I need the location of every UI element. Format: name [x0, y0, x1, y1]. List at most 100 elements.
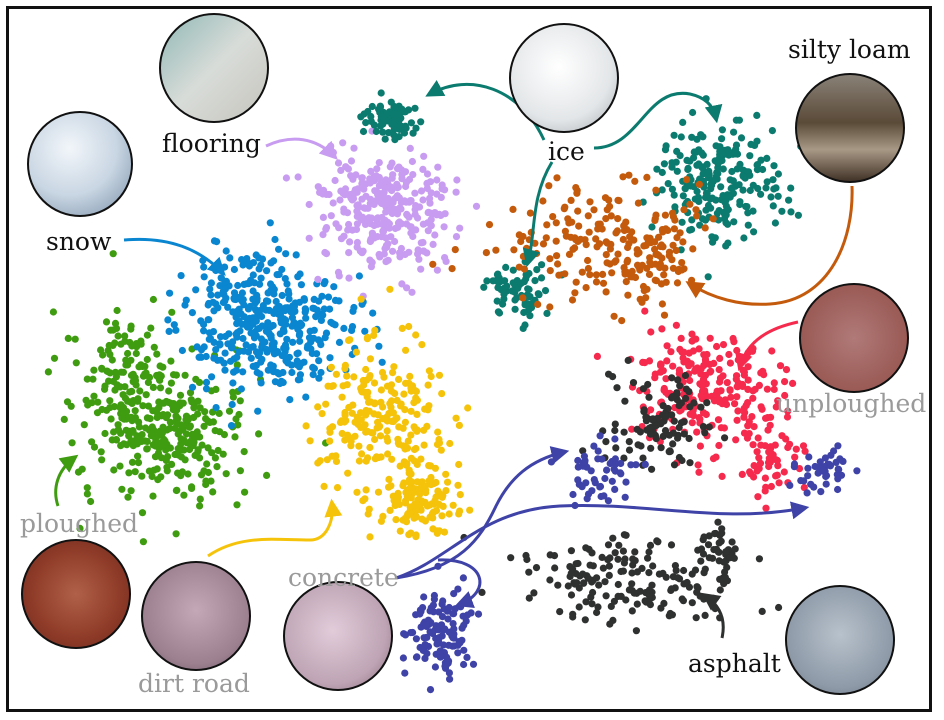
point-unploughed — [726, 386, 734, 394]
point-ice — [706, 195, 714, 203]
point-ploughed — [171, 424, 179, 432]
point-unploughed — [739, 382, 747, 390]
point-dirt-road — [455, 460, 463, 469]
point-snow — [224, 303, 232, 311]
point-flooring — [387, 183, 395, 191]
point-ice — [509, 266, 517, 274]
point-silty-loam — [607, 212, 615, 220]
point-dirt-road — [456, 491, 464, 499]
point-flooring — [419, 238, 427, 247]
point-ploughed — [233, 501, 241, 509]
point-unploughed — [774, 397, 782, 405]
point-dirt-road — [466, 506, 474, 514]
point-snow — [205, 329, 214, 337]
point-silty-loam — [643, 285, 651, 293]
point-asphalt — [579, 447, 587, 455]
point-ice — [746, 152, 754, 160]
point-ploughed — [203, 460, 211, 468]
point-dirt-road — [401, 418, 409, 426]
point-silty-loam — [543, 221, 551, 229]
point-ploughed — [198, 441, 206, 449]
point-snow — [326, 354, 334, 362]
point-ploughed — [76, 524, 84, 533]
point-snow — [233, 353, 241, 361]
point-asphalt — [646, 541, 655, 550]
point-unploughed — [687, 360, 695, 368]
point-asphalt — [581, 616, 589, 624]
point-ploughed — [128, 417, 136, 425]
point-dirt-road — [427, 462, 435, 470]
point-ice — [671, 203, 679, 211]
point-ploughed — [153, 350, 161, 358]
point-snow — [233, 333, 241, 341]
point-silty-loam — [592, 235, 600, 243]
point-snow — [361, 327, 369, 335]
point-concrete — [412, 635, 420, 643]
point-flooring — [294, 173, 302, 181]
point-dirt-road — [384, 450, 392, 458]
point-snow — [324, 293, 333, 301]
point-flooring — [366, 195, 375, 203]
point-asphalt — [680, 430, 688, 438]
point-dirt-road — [442, 470, 450, 478]
point-unploughed — [700, 362, 708, 370]
point-ploughed — [160, 435, 168, 443]
point-asphalt — [612, 444, 620, 452]
point-silty-loam — [614, 215, 622, 223]
point-dirt-road — [366, 443, 374, 452]
point-asphalt — [645, 548, 653, 556]
point-unploughed — [688, 337, 696, 345]
point-asphalt — [691, 566, 700, 574]
point-silty-loam — [643, 173, 651, 181]
point-ice — [684, 164, 692, 172]
point-dirt-road — [347, 442, 355, 450]
point-ice — [511, 305, 519, 313]
point-snow — [172, 326, 180, 334]
point-unploughed — [729, 334, 737, 343]
point-concrete — [426, 607, 434, 615]
point-asphalt — [620, 454, 628, 462]
point-dirt-road — [357, 295, 365, 303]
point-ploughed — [90, 443, 99, 451]
point-ice — [658, 186, 666, 194]
point-dirt-road — [454, 481, 462, 489]
point-silty-loam — [565, 250, 574, 258]
point-ice — [658, 168, 666, 177]
point-ice — [377, 89, 385, 97]
point-asphalt — [634, 441, 642, 449]
point-snow — [253, 297, 261, 305]
point-flooring — [342, 163, 350, 171]
point-silty-loam — [552, 219, 560, 227]
point-silty-loam — [572, 236, 580, 244]
point-ploughed — [138, 472, 146, 480]
point-dirt-road — [407, 470, 415, 478]
point-concrete — [459, 574, 467, 582]
point-dirt-road — [455, 421, 463, 429]
point-asphalt — [625, 446, 634, 454]
point-concrete — [832, 458, 840, 466]
point-silty-loam — [620, 221, 628, 229]
point-ploughed — [177, 435, 185, 443]
point-snow — [246, 302, 254, 310]
point-unploughed — [688, 419, 696, 427]
point-dirt-road — [402, 379, 410, 387]
point-dirt-road — [413, 396, 421, 404]
arrow-ploughed — [54, 454, 79, 507]
point-unploughed — [738, 470, 746, 478]
point-ploughed — [143, 331, 151, 339]
point-dirt-road — [408, 478, 416, 486]
point-ice — [359, 127, 368, 136]
point-silty-loam — [625, 171, 633, 179]
point-concrete — [450, 610, 458, 618]
point-snow — [315, 374, 323, 382]
point-unploughed — [773, 471, 781, 479]
label-asphalt: asphalt — [688, 649, 781, 678]
point-snow — [257, 274, 265, 282]
point-flooring — [337, 187, 345, 195]
point-flooring — [376, 190, 384, 198]
point-snow — [283, 335, 291, 343]
point-concrete — [444, 615, 452, 623]
point-concrete — [834, 465, 842, 473]
point-ice — [746, 171, 754, 179]
point-ice — [732, 145, 740, 153]
